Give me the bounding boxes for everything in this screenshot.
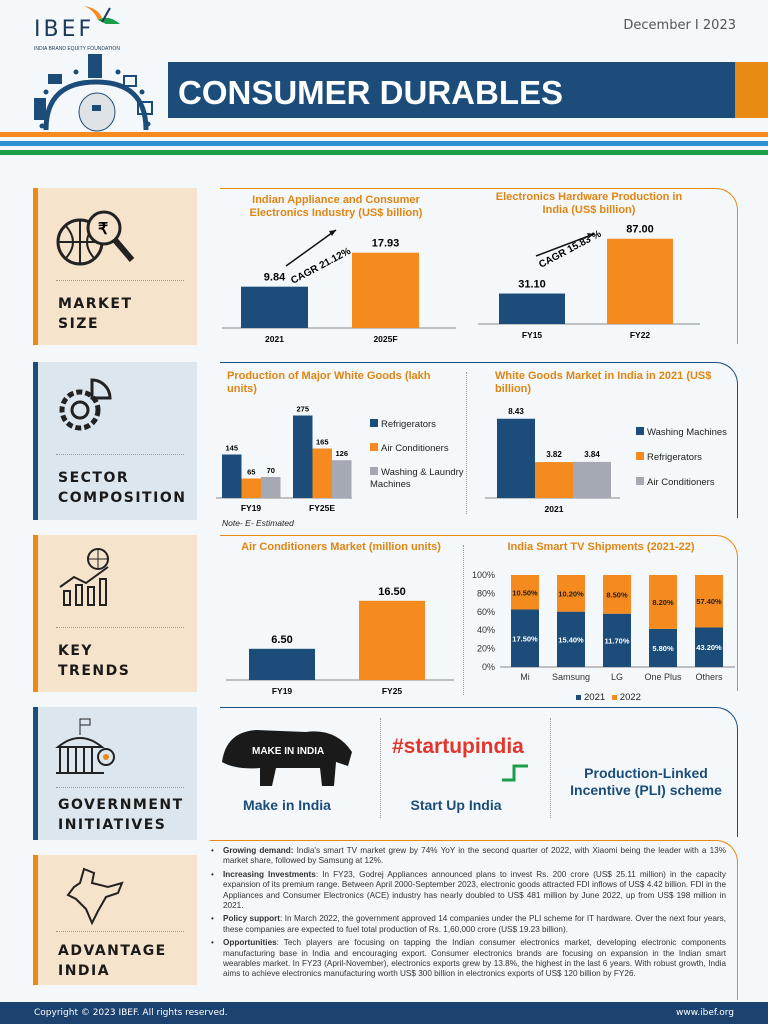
globe-rupee-magnifier-icon: ₹	[56, 210, 135, 266]
chart-legend: Washing Machines Refrigerators Air Condi…	[636, 427, 736, 489]
section-card-government-initiatives: GOVERNMENT INITIATIVES	[33, 707, 197, 840]
ibef-bird-icon	[84, 6, 120, 24]
panel-divider	[380, 718, 381, 818]
gear-pie-chart-icon	[59, 378, 112, 431]
chart-note: Note- E- Estimated	[222, 518, 294, 528]
consumer-devices-head-icon	[34, 54, 153, 132]
divider	[56, 787, 184, 788]
section-card-advantage-india: ADVANTAGE INDIA	[33, 855, 197, 985]
section-label: KEY TRENDS	[58, 643, 131, 679]
legend-item: Washing & Laundry Machines	[370, 467, 464, 490]
market-size-panel	[220, 188, 738, 344]
india-map-icon	[66, 867, 124, 925]
legend-item: Refrigerators	[636, 452, 736, 464]
bullet-item: Growing demand: India's smart TV market …	[210, 846, 726, 867]
divider	[56, 454, 184, 455]
start-up-india-label: Start Up India	[410, 797, 502, 813]
divider	[56, 280, 184, 281]
panel-divider	[550, 718, 551, 818]
svg-text:₹: ₹	[98, 221, 108, 238]
section-label: MARKET SIZE	[58, 296, 133, 332]
section-label: ADVANTAGE INDIA	[58, 943, 167, 979]
startup-india-check-icon	[502, 764, 528, 782]
panel-divider	[466, 372, 467, 514]
page-title: CONSUMER DURABLES	[168, 62, 735, 118]
stripe-orange	[0, 132, 768, 137]
key-trends-panel	[220, 535, 738, 691]
panel-divider	[463, 545, 464, 695]
government-panel	[220, 707, 738, 837]
chart-title: Electronics Hardware Production in India…	[495, 191, 683, 216]
section-label: SECTOR COMPOSITION	[58, 470, 187, 506]
make-in-india-lion-logo: MAKE IN INDIA	[222, 730, 352, 786]
bullet-item: Policy support: In March 2022, the gover…	[210, 914, 726, 935]
government-building-icon	[55, 718, 115, 774]
pli-scheme-label: Production-Linked Incentive (PLI) scheme	[570, 765, 722, 798]
bullet-item: Opportunities: Tech players are focusing…	[210, 938, 726, 980]
svg-text:MAKE IN INDIA: MAKE IN INDIA	[252, 746, 324, 757]
legend-item: Air Conditioners	[636, 477, 736, 489]
chart-title: Production of Major White Goods (lakh un…	[227, 370, 431, 395]
make-in-india-label: Make in India	[243, 797, 331, 813]
legend-item: 2022	[611, 692, 641, 703]
section-card-market-size: ₹ MARKET SIZE	[33, 188, 197, 345]
legend-item: Washing Machines	[636, 427, 736, 439]
section-label: GOVERNMENT INITIATIVES	[58, 797, 184, 833]
chart-title: White Goods Market in India in 2021 (US$…	[495, 370, 712, 395]
banner-accent	[735, 62, 768, 118]
sector-composition-panel	[220, 362, 738, 518]
legend-item: 2021	[576, 692, 605, 703]
website-link[interactable]: www.ibef.org	[675, 1008, 734, 1018]
chart-title: Air Conditioners Market (million units)	[241, 541, 441, 553]
divider	[56, 627, 184, 628]
ibef-logo: IBEF	[34, 17, 95, 42]
chart-title: India Smart TV Shipments (2021-22)	[507, 541, 695, 553]
report-date: December I 2023	[623, 18, 736, 33]
copyright: Copyright © 2023 IBEF. All rights reserv…	[34, 1008, 228, 1018]
divider	[56, 931, 184, 932]
chart-legend: 2021 2022	[576, 692, 641, 704]
ibef-logo-subtitle: INDIA BRAND EQUITY FOUNDATION	[34, 46, 120, 52]
chart-legend: Refrigerators Air Conditioners Washing &…	[370, 419, 465, 491]
chart-title: Indian Appliance and Consumer Electronic…	[249, 194, 423, 219]
stripe-blue	[0, 141, 768, 146]
stripe-green	[0, 150, 768, 155]
globe-bar-chart-icon	[59, 548, 109, 606]
advantage-bullets: Growing demand: India's smart TV market …	[210, 846, 726, 983]
legend-item: Air Conditioners	[370, 443, 465, 455]
section-card-key-trends: KEY TRENDS	[33, 535, 197, 692]
startup-india-logo: #startupindia	[392, 735, 524, 758]
advantage-panel	[210, 840, 738, 1000]
legend-item: Refrigerators	[370, 419, 465, 431]
section-card-sector-composition: SECTOR COMPOSITION	[33, 362, 197, 520]
bullet-item: Increasing Investments: In FY23, Godrej …	[210, 870, 726, 912]
footer: Copyright © 2023 IBEF. All rights reserv…	[0, 1002, 768, 1024]
